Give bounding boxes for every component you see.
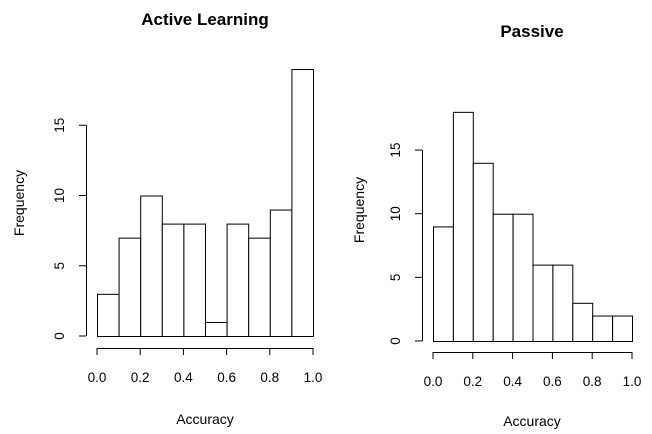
histogram-bar bbox=[433, 226, 454, 342]
histogram-bar bbox=[226, 223, 250, 338]
x-axis: 0.0 0.2 0.4 0.6 0.8 1.0 bbox=[424, 352, 642, 389]
y-tick-label: 5 bbox=[388, 274, 403, 282]
histogram-bar bbox=[161, 223, 185, 338]
y-axis-label: Frequency bbox=[11, 170, 27, 236]
histogram-bar bbox=[205, 321, 228, 338]
y-tick-label: 10 bbox=[52, 188, 67, 203]
x-tick-label: 1.0 bbox=[304, 370, 323, 385]
x-tick-label: 0.4 bbox=[503, 374, 522, 389]
x-tick-label: 0.2 bbox=[463, 374, 482, 389]
histogram-bar bbox=[452, 111, 474, 342]
y-axis: 0 5 10 15 bbox=[388, 143, 423, 345]
active-learning-histogram: Active Learning Accuracy Frequency 0.0 0.… bbox=[11, 10, 322, 427]
histogram-bar bbox=[492, 213, 514, 342]
x-axis-label: Accuracy bbox=[176, 411, 234, 427]
histogram-bar bbox=[140, 195, 163, 337]
y-tick-label: 0 bbox=[388, 337, 403, 345]
y-axis: 0 5 10 15 bbox=[52, 118, 87, 340]
histogram-bar bbox=[269, 209, 293, 337]
y-tick-label: 15 bbox=[388, 143, 403, 158]
histogram-bar bbox=[183, 223, 206, 338]
bars bbox=[97, 69, 314, 338]
x-axis: 0.0 0.2 0.4 0.6 0.8 1.0 bbox=[88, 348, 323, 385]
x-tick-label: 0.8 bbox=[260, 370, 279, 385]
x-tick-label: 1.0 bbox=[623, 374, 642, 389]
x-tick-label: 0.2 bbox=[131, 370, 150, 385]
x-tick-label: 0.4 bbox=[174, 370, 193, 385]
histogram-bar bbox=[572, 302, 594, 342]
histogram-bar bbox=[472, 162, 494, 342]
histogram-bar bbox=[532, 264, 554, 342]
x-axis-label: Accuracy bbox=[503, 413, 561, 429]
histogram-bar bbox=[118, 237, 142, 337]
histogram-bar bbox=[248, 237, 271, 337]
x-tick-label: 0.6 bbox=[543, 374, 562, 389]
x-tick-label: 0.0 bbox=[424, 374, 443, 389]
passive-histogram: Passive Accuracy Frequency 0.0 0.2 0.4 0.6 0… bbox=[351, 22, 641, 429]
histogram-bar bbox=[612, 315, 633, 343]
chart-title: Passive bbox=[500, 22, 563, 41]
histogram-bar bbox=[97, 293, 120, 338]
x-tick-label: 0.6 bbox=[217, 370, 236, 385]
x-tick-label: 0.8 bbox=[583, 374, 602, 389]
histogram-bar bbox=[552, 264, 574, 342]
chart-title: Active Learning bbox=[141, 10, 269, 29]
bars bbox=[433, 111, 633, 343]
x-tick-label: 0.0 bbox=[88, 370, 107, 385]
histogram-bar bbox=[512, 213, 534, 342]
y-axis-label: Frequency bbox=[351, 177, 367, 243]
y-tick-label: 10 bbox=[388, 206, 403, 221]
y-tick-label: 15 bbox=[52, 118, 67, 133]
histogram-bar bbox=[291, 69, 314, 338]
y-tick-label: 5 bbox=[52, 262, 67, 270]
y-tick-label: 0 bbox=[52, 332, 67, 340]
histogram-bar bbox=[592, 315, 614, 343]
